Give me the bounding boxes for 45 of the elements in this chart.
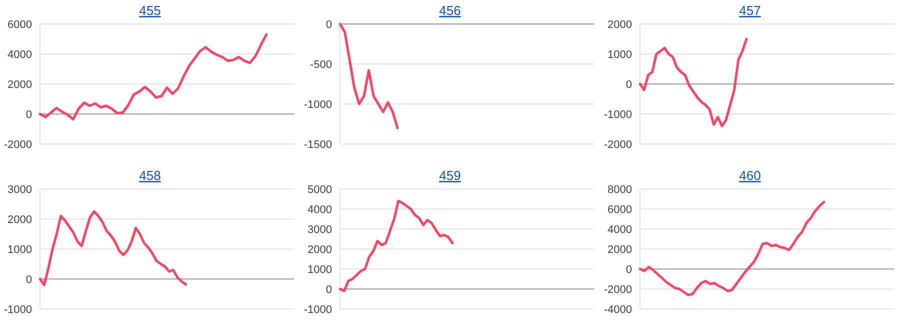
line-series bbox=[38, 210, 187, 286]
y-tick-label: 3000 bbox=[8, 184, 32, 196]
y-tick-label: -1500 bbox=[304, 138, 332, 151]
y-tick-label: -1000 bbox=[4, 304, 32, 316]
y-tick-label: 6000 bbox=[608, 204, 632, 216]
y-tick-label: 1000 bbox=[608, 48, 632, 61]
y-tick-label: 5000 bbox=[308, 184, 332, 196]
y-tick-label: 2000 bbox=[8, 78, 32, 91]
y-tick-label: -2000 bbox=[604, 138, 632, 151]
line-series bbox=[638, 38, 748, 128]
y-tick-label: 0 bbox=[326, 284, 332, 296]
chart-title: 459 bbox=[439, 168, 461, 183]
y-tick-label: 8000 bbox=[608, 184, 632, 196]
y-tick-label: -500 bbox=[310, 58, 332, 71]
y-tick-label: 0 bbox=[626, 78, 632, 91]
y-tick-label: 4000 bbox=[8, 48, 32, 61]
y-tick-label: 0 bbox=[326, 18, 332, 31]
line-series bbox=[38, 33, 268, 120]
chart-title: 456 bbox=[439, 3, 461, 18]
y-tick-label: -1000 bbox=[604, 108, 632, 121]
chart-title: 457 bbox=[739, 3, 761, 18]
y-tick-label: 6000 bbox=[8, 18, 32, 31]
chart-title: 460 bbox=[739, 168, 761, 183]
y-tick-label: -1000 bbox=[304, 304, 332, 316]
y-tick-label: 4000 bbox=[608, 224, 632, 236]
y-tick-label: 0 bbox=[26, 108, 32, 121]
y-tick-label: 2000 bbox=[608, 18, 632, 31]
y-tick-label: 0 bbox=[26, 274, 32, 286]
y-tick-label: 2000 bbox=[608, 244, 632, 256]
chart-title: 455 bbox=[139, 3, 161, 18]
y-tick-label: 1000 bbox=[308, 264, 332, 276]
line-series bbox=[338, 22, 399, 130]
y-tick-label: 0 bbox=[626, 264, 632, 276]
line-series bbox=[638, 200, 826, 296]
y-tick-label: -4000 bbox=[604, 304, 632, 316]
y-tick-label: 2000 bbox=[8, 214, 32, 226]
chart-title: 458 bbox=[139, 168, 161, 183]
y-tick-label: -2000 bbox=[604, 284, 632, 296]
y-tick-label: -1000 bbox=[304, 98, 332, 111]
y-tick-label: -2000 bbox=[4, 138, 32, 151]
y-tick-label: 1000 bbox=[8, 244, 32, 256]
y-tick-label: 3000 bbox=[308, 224, 332, 236]
y-tick-label: 4000 bbox=[308, 204, 332, 216]
line-series bbox=[338, 200, 454, 292]
y-tick-label: 2000 bbox=[308, 244, 332, 256]
